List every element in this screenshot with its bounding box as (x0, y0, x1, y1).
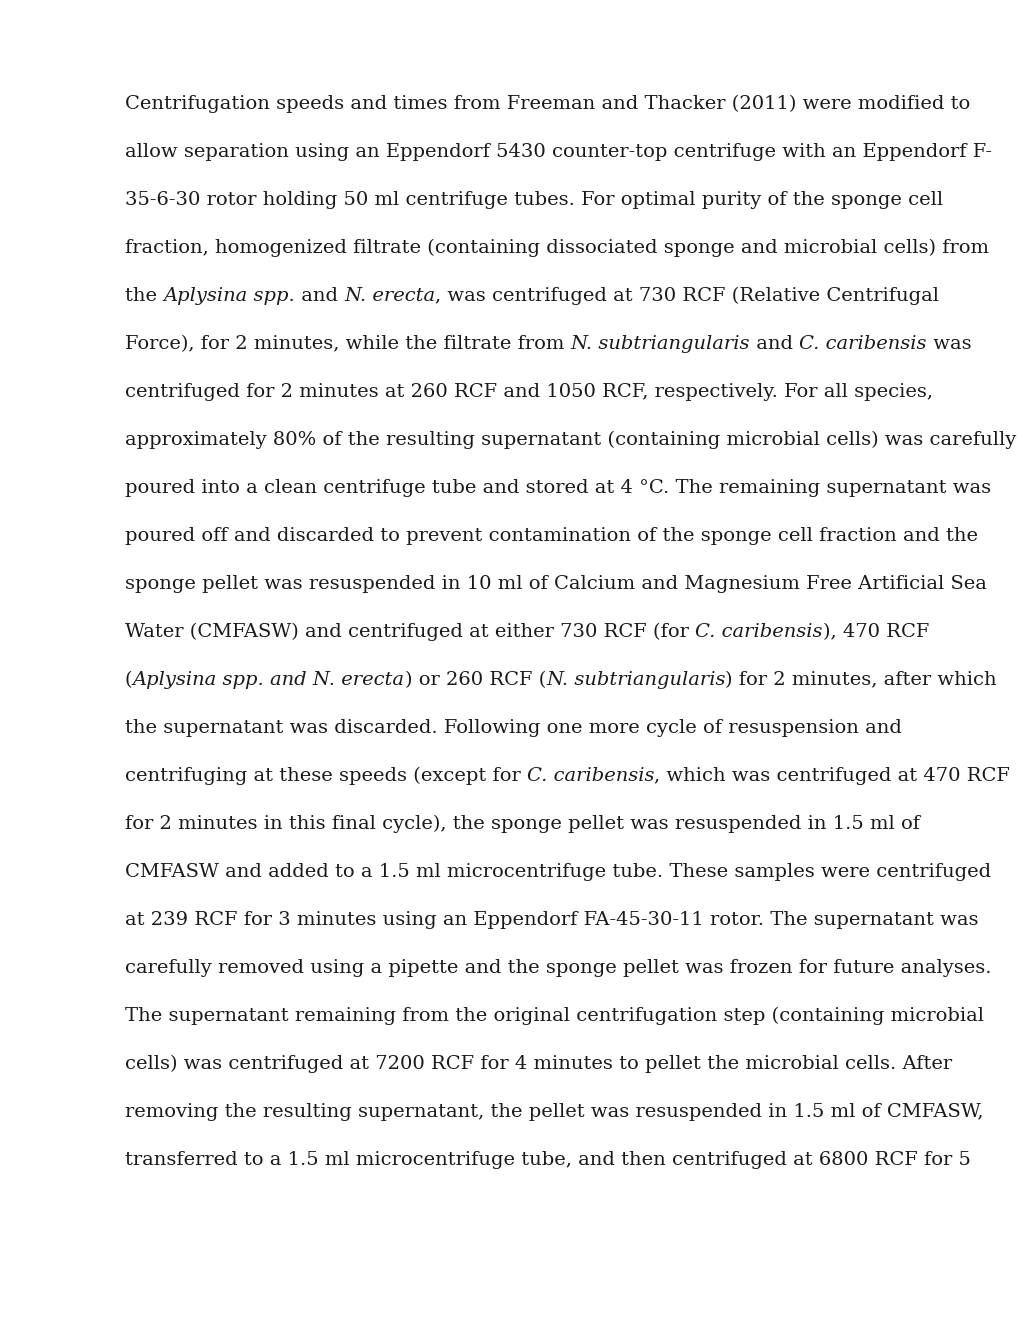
Text: was: was (926, 335, 970, 352)
Text: 35-6-30 rotor holding 50 ml centrifuge tubes. For optimal purity of the sponge c: 35-6-30 rotor holding 50 ml centrifuge t… (125, 191, 943, 209)
Text: ) or 260 RCF (: ) or 260 RCF ( (405, 671, 545, 689)
Text: C. caribensis: C. caribensis (527, 767, 654, 785)
Text: centrifuged for 2 minutes at 260 RCF and 1050 RCF, respectively. For all species: centrifuged for 2 minutes at 260 RCF and… (125, 383, 932, 401)
Text: cells) was centrifuged at 7200 RCF for 4 minutes to pellet the microbial cells. : cells) was centrifuged at 7200 RCF for 4… (125, 1055, 951, 1073)
Text: carefully removed using a pipette and the sponge pellet was frozen for future an: carefully removed using a pipette and th… (125, 960, 990, 977)
Text: The supernatant remaining from the original centrifugation step (containing micr: The supernatant remaining from the origi… (125, 1007, 983, 1026)
Text: Water (CMFASW) and centrifuged at either 730 RCF (for: Water (CMFASW) and centrifuged at either… (125, 623, 694, 642)
Text: fraction, homogenized filtrate (containing dissociated sponge and microbial cell: fraction, homogenized filtrate (containi… (125, 239, 988, 257)
Text: C. caribensis: C. caribensis (694, 623, 821, 642)
Text: Aplysina spp. and N. erecta: Aplysina spp. and N. erecta (132, 671, 405, 689)
Text: C. caribensis: C. caribensis (799, 335, 926, 352)
Text: ) for 2 minutes, after which: ) for 2 minutes, after which (725, 671, 997, 689)
Text: centrifuging at these speeds (except for: centrifuging at these speeds (except for (125, 767, 527, 785)
Text: and: and (749, 335, 799, 352)
Text: (: ( (125, 671, 132, 689)
Text: the supernatant was discarded. Following one more cycle of resuspension and: the supernatant was discarded. Following… (125, 719, 901, 737)
Text: the: the (125, 286, 163, 305)
Text: N. erecta: N. erecta (344, 286, 435, 305)
Text: , was centrifuged at 730 RCF (Relative Centrifugal: , was centrifuged at 730 RCF (Relative C… (435, 286, 938, 305)
Text: allow separation using an Eppendorf 5430 counter-top centrifuge with an Eppendor: allow separation using an Eppendorf 5430… (125, 143, 991, 161)
Text: , which was centrifuged at 470 RCF: , which was centrifuged at 470 RCF (654, 767, 1010, 785)
Text: at 239 RCF for 3 minutes using an Eppendorf FA-45-30-11 rotor. The supernatant w: at 239 RCF for 3 minutes using an Eppend… (125, 911, 977, 929)
Text: N. subtriangularis: N. subtriangularis (545, 671, 725, 689)
Text: Aplysina spp.: Aplysina spp. (163, 286, 294, 305)
Text: N. subtriangularis: N. subtriangularis (570, 335, 749, 352)
Text: Centrifugation speeds and times from Freeman and Thacker (2011) were modified to: Centrifugation speeds and times from Fre… (125, 95, 969, 114)
Text: poured off and discarded to prevent contamination of the sponge cell fraction an: poured off and discarded to prevent cont… (125, 527, 977, 545)
Text: for 2 minutes in this final cycle), the sponge pellet was resuspended in 1.5 ml : for 2 minutes in this final cycle), the … (125, 814, 919, 833)
Text: transferred to a 1.5 ml microcentrifuge tube, and then centrifuged at 6800 RCF f: transferred to a 1.5 ml microcentrifuge … (125, 1151, 970, 1170)
Text: ), 470 RCF: ), 470 RCF (821, 623, 928, 642)
Text: CMFASW and added to a 1.5 ml microcentrifuge tube. These samples were centrifuge: CMFASW and added to a 1.5 ml microcentri… (125, 863, 990, 880)
Text: removing the resulting supernatant, the pellet was resuspended in 1.5 ml of CMFA: removing the resulting supernatant, the … (125, 1104, 982, 1121)
Text: and: and (294, 286, 344, 305)
Text: Force), for 2 minutes, while the filtrate from: Force), for 2 minutes, while the filtrat… (125, 335, 570, 352)
Text: poured into a clean centrifuge tube and stored at 4 °C. The remaining supernatan: poured into a clean centrifuge tube and … (125, 479, 990, 498)
Text: approximately 80% of the resulting supernatant (containing microbial cells) was : approximately 80% of the resulting super… (125, 432, 1015, 449)
Text: sponge pellet was resuspended in 10 ml of Calcium and Magnesium Free Artificial : sponge pellet was resuspended in 10 ml o… (125, 576, 986, 593)
